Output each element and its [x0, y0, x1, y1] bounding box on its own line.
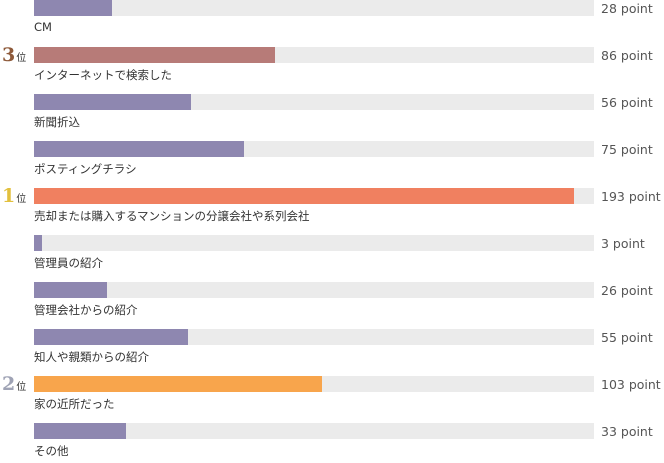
- value-label: 3 point: [601, 236, 645, 251]
- chart-row: 33 point その他: [0, 423, 664, 463]
- chart-row: 55 point 知人や親類からの紹介: [0, 329, 664, 369]
- rank-number: 3: [2, 44, 16, 66]
- bar: [34, 94, 191, 110]
- bar: [34, 235, 42, 251]
- bar-track: [34, 188, 594, 204]
- value-label: 56 point: [601, 95, 653, 110]
- category-label: 家の近所だった: [34, 397, 115, 411]
- value-label: 86 point: [601, 48, 653, 63]
- value-label: 103 point: [601, 377, 661, 392]
- category-label: ポスティングチラシ: [34, 162, 137, 176]
- value-label: 26 point: [601, 283, 653, 298]
- chart-row: 28 point CM: [0, 0, 664, 40]
- category-label: インターネットで検索した: [34, 68, 172, 82]
- chart-row: 75 point ポスティングチラシ: [0, 141, 664, 181]
- value-label: 193 point: [601, 189, 661, 204]
- bar-track: [34, 329, 594, 345]
- bar: [34, 423, 126, 439]
- rank-badge: 1位: [2, 185, 26, 207]
- chart-row: 56 point 新聞折込: [0, 94, 664, 134]
- value-label: 55 point: [601, 330, 653, 345]
- rank-badge: 2位: [2, 373, 26, 395]
- rank-number: 2: [2, 373, 16, 395]
- category-label: 売却または購入するマンションの分譲会社や系列会社: [34, 209, 310, 223]
- bar: [34, 282, 107, 298]
- chart-row: 86 point インターネットで検索した 3位: [0, 44, 664, 87]
- bar-track: [34, 94, 594, 110]
- rank-suffix: 位: [16, 53, 27, 64]
- category-label: 知人や親類からの紹介: [34, 350, 149, 364]
- bar: [34, 329, 188, 345]
- chart-row: 26 point 管理会社からの紹介: [0, 282, 664, 322]
- rank-badge: 3位: [2, 44, 26, 66]
- bar: [34, 376, 322, 392]
- bar-track: [34, 47, 594, 63]
- rank-suffix: 位: [16, 382, 27, 393]
- bar-track: [34, 235, 594, 251]
- bar-track: [34, 423, 594, 439]
- value-label: 75 point: [601, 142, 653, 157]
- chart-row: 103 point 家の近所だった 2位: [0, 373, 664, 416]
- rank-number: 1: [2, 185, 16, 207]
- rank-suffix: 位: [16, 194, 27, 205]
- category-label: 新聞折込: [34, 115, 80, 129]
- category-label: CM: [34, 20, 52, 34]
- bar: [34, 141, 244, 157]
- category-label: 管理会社からの紹介: [34, 303, 138, 317]
- category-label: その他: [34, 444, 69, 458]
- chart-row: 3 point 管理員の紹介: [0, 235, 664, 275]
- bar-track: [34, 0, 594, 16]
- value-label: 28 point: [601, 1, 653, 16]
- bar-track: [34, 376, 594, 392]
- bar: [34, 188, 574, 204]
- bar-track: [34, 141, 594, 157]
- category-label: 管理員の紹介: [34, 256, 103, 270]
- bar: [34, 0, 112, 16]
- bar: [34, 47, 275, 63]
- chart-row: 193 point 売却または購入するマンションの分譲会社や系列会社 1位: [0, 185, 664, 228]
- value-label: 33 point: [601, 424, 653, 439]
- bar-track: [34, 282, 594, 298]
